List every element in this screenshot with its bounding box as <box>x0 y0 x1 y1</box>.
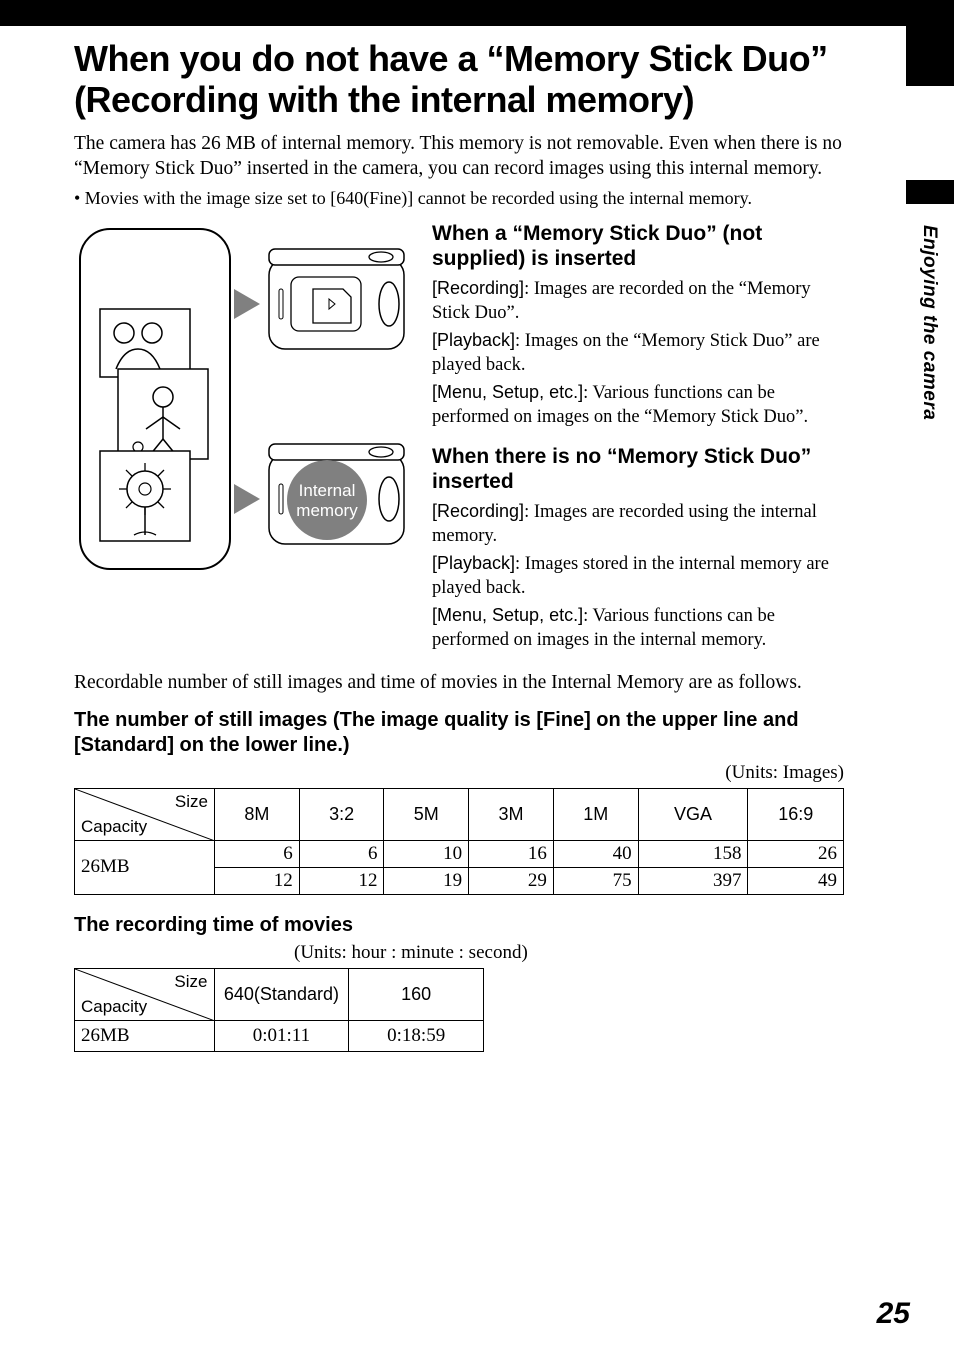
section-inserted-heading: When a “Memory Stick Duo” (not supplied)… <box>432 221 844 271</box>
t1-cell: 158 <box>638 840 748 867</box>
sec2-menu: [Menu, Setup, etc.]: Various functions c… <box>432 604 844 652</box>
t1-cell: 16 <box>469 840 554 867</box>
sec2-playback: [Playback]: Images stored in the interna… <box>432 552 844 600</box>
table2-heading: The recording time of movies <box>74 913 844 938</box>
t1-col: 1M <box>553 788 638 840</box>
table1-units: (Units: Images) <box>74 762 844 784</box>
page-title: When you do not have a “Memory Stick Duo… <box>74 38 844 121</box>
t2-cell: 0:01:11 <box>214 1020 349 1051</box>
side-tab-label: Enjoying the camera <box>918 225 940 420</box>
recordable-paragraph: Recordable number of still images and ti… <box>74 670 844 695</box>
t2-cell: 0:18:59 <box>349 1020 484 1051</box>
t2-col: 640(Standard) <box>214 968 349 1020</box>
top-right-black-block <box>906 26 954 86</box>
t1-col: VGA <box>638 788 748 840</box>
t1-cell: 6 <box>215 840 300 867</box>
sec2-recording: [Recording]: Images are recorded using t… <box>432 500 844 548</box>
table1-diag-header: Size Capacity <box>75 788 215 840</box>
table1-heading: The number of still images (The image qu… <box>74 708 844 758</box>
t2-col: 160 <box>349 968 484 1020</box>
table2-diag-header: Size Capacity <box>75 968 215 1020</box>
diagram-figure: Internal memory <box>74 219 414 599</box>
side-tab-black <box>906 180 954 204</box>
t1-cell: 75 <box>553 867 638 894</box>
t1-cell: 49 <box>748 867 844 894</box>
figure-label-line2: memory <box>296 501 358 520</box>
t1-cell: 29 <box>469 867 554 894</box>
movies-table: Size Capacity 640(Standard) 160 26MB 0:0… <box>74 968 484 1052</box>
t2-capacity: 26MB <box>75 1020 215 1051</box>
still-images-table: Size Capacity 8M 3:2 5M 3M 1M VGA 16:9 2… <box>74 788 844 895</box>
t1-cell: 19 <box>384 867 469 894</box>
t1-cell: 12 <box>215 867 300 894</box>
t1-capacity: 26MB <box>75 840 215 894</box>
top-black-bar <box>0 0 954 26</box>
t1-col: 16:9 <box>748 788 844 840</box>
t1-col: 3M <box>469 788 554 840</box>
table2-units: (Units: hour : minute : second) <box>294 942 844 964</box>
t1-cell: 12 <box>299 867 384 894</box>
sec1-playback: [Playback]: Images on the “Memory Stick … <box>432 329 844 377</box>
intro-paragraph: The camera has 26 MB of internal memory.… <box>74 131 844 182</box>
t1-col: 3:2 <box>299 788 384 840</box>
t1-cell: 10 <box>384 840 469 867</box>
page-content: When you do not have a “Memory Stick Duo… <box>74 38 844 1070</box>
t1-col: 8M <box>215 788 300 840</box>
t1-cell: 40 <box>553 840 638 867</box>
t1-cell: 6 <box>299 840 384 867</box>
t1-col: 5M <box>384 788 469 840</box>
section-notinserted-heading: When there is no “Memory Stick Duo” inse… <box>432 444 844 494</box>
t1-cell: 397 <box>638 867 748 894</box>
figure-label-line1: Internal <box>299 481 356 500</box>
t1-cell: 26 <box>748 840 844 867</box>
page-number: 25 <box>877 1297 910 1331</box>
sec1-menu: [Menu, Setup, etc.]: Various functions c… <box>432 381 844 429</box>
bullet-note: • Movies with the image size set to [640… <box>74 187 844 210</box>
sec1-recording: [Recording]: Images are recorded on the … <box>432 277 844 325</box>
